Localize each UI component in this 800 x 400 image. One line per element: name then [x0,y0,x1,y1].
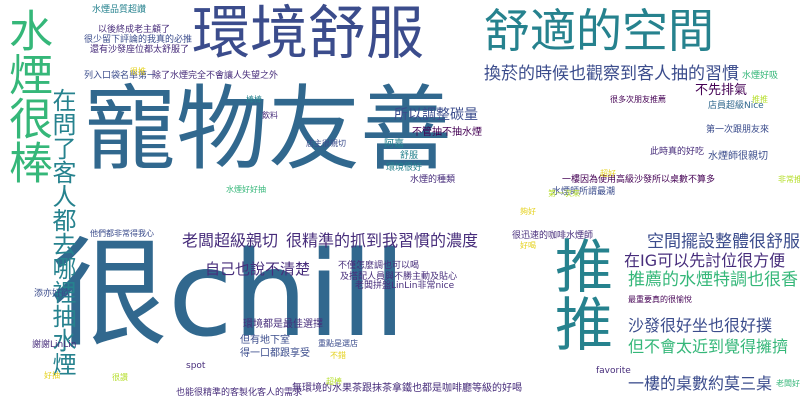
word-cloud-term: 寵物友善 [84,76,453,183]
word-cloud-term: 第一次跟朋友來 [706,125,770,135]
word-cloud-term: 很推 [130,67,146,76]
word-cloud-term: 不先排氣 [695,83,748,98]
word-cloud-term: 在問了客人都去哪裡抽水煙 [48,88,76,376]
word-cloud-term: 老闆好 [776,379,800,388]
word-cloud-term: 一樓的桌數約莫三桌 [628,374,773,393]
word-cloud-term: 超棒 [326,377,342,386]
word-cloud-term: 最重要真的很愉悅 [628,295,692,304]
word-cloud-term: 所以調整碳量 [394,107,478,123]
word-cloud-term: 很精準的抓到我習慣的濃度 [286,231,479,250]
word-cloud-term: 環境舒服 [192,0,425,67]
word-cloud-term: 重點是選店 [318,339,358,348]
word-cloud-term: 還有沙發座位都太舒服了 [90,45,190,55]
word-cloud-term: 得一口都跟享受 [240,348,310,359]
word-cloud-term: 水煙師很親切 [708,151,768,162]
word-cloud-term: favorite [596,366,631,376]
word-cloud-term: 好抽 [44,371,60,380]
word-cloud-term: 店員超級Nice [708,101,764,111]
word-cloud-term: 好喝 [520,241,536,250]
word-cloud-term: 及搭配人員與不勝主動及貼心 [340,272,458,282]
word-cloud-term: 沙發很好坐也很好撲 [628,316,773,335]
word-cloud-term: 超好 [600,169,616,178]
word-cloud-term: 他們都非常得我心 [90,229,154,238]
word-cloud-term: 不錯 [330,351,346,360]
word-cloud-term: 一樓因為使用高級沙發所以桌數不算多 [562,175,716,185]
word-cloud-term: 列入口袋名單第一 [84,71,157,81]
word-cloud-term: 無環境的水果茶跟抹茶拿鐵也都是咖啡廳等級的好喝 [292,383,522,394]
word-cloud-term: 很讚 [112,373,128,382]
word-cloud-term: 不管抽不抽水煙 [412,127,482,138]
word-cloud-term: 環境很好 [386,163,423,173]
word-cloud-term: 飲料 [262,111,278,120]
word-cloud-term: 水煙好吸 [742,71,779,81]
word-cloud-term: 水煙很棒 [1,8,52,184]
word-cloud-term: 但有地下室 [240,335,290,346]
word-cloud-term: 水煙品質超讚 [92,5,147,15]
word-cloud-term: 在IG可以先討位很方便 [624,251,786,270]
word-cloud-term: 水煙好好抽 [226,185,266,194]
word-cloud-term: 推推 [545,236,613,352]
word-cloud-term: 推薦的水煙特調也很香 [628,270,798,290]
word-cloud-term: 以後終成老主顧了 [98,25,171,35]
word-cloud-term: 水煙的種類 [410,175,456,185]
word-cloud-term: 環境都是最佳選擇 [243,319,323,330]
word-cloud-term: 空間擺設整體很舒服 [647,232,800,252]
word-cloud-term: 謝謝LinLin [32,340,77,350]
word-cloud-term: 推推 [752,95,768,104]
word-cloud-term: 很chill [50,225,407,363]
word-cloud-term: 阿嘉 [384,139,404,150]
word-cloud-term: 添亦好飲 [34,289,71,299]
word-cloud-term: 換菸的時候也觀察到客人抽的習慣 [484,64,739,84]
word-cloud-term: 很迅速的咖啡水煙師 [512,231,594,241]
word-cloud-term: 此時真的好吃 [650,147,705,157]
word-cloud-term: 店主很親切 [306,139,346,148]
word-cloud-term: 很少留下評論的我真的必推 [84,35,193,45]
word-cloud-term: 很多次朋友推薦 [610,95,666,104]
word-cloud-term: 舒服 [400,151,419,161]
word-cloud-term: 不僅怎麼調也可以喝 [338,261,420,271]
word-cloud-term: 舒適的空間 [484,4,714,58]
word-cloud-term: 第一次來 [548,189,580,198]
word-cloud-term: 除了水煙完全不會讓人失望之外 [152,71,279,81]
word-cloud-term: 但不會太近到覺得擁擠 [628,337,789,356]
word-cloud-term: 老闆超級親切 [182,231,279,250]
word-cloud-term: 也能很精準的客製化客人的需求 [176,388,303,398]
word-cloud-term: 棒棒 [246,95,262,104]
word-cloud-term: 老闆拼盤LinLin非常nice [355,281,455,291]
word-cloud-term: spot [186,361,206,371]
word-cloud-term: 非常推 [778,175,800,184]
word-cloud-term: 水煙師所謂最潮 [552,187,616,197]
word-cloud-term: 自己也說不清楚 [205,260,311,278]
word-cloud-term: 夠好 [520,207,536,216]
